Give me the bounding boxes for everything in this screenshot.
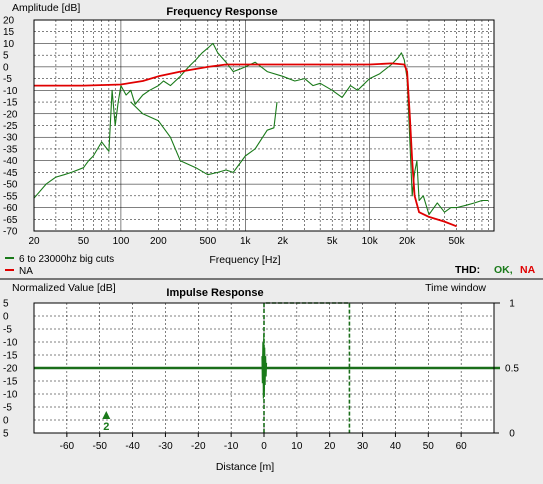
ir-left-tick-label: -5 [3,403,12,414]
thd-na: NA [520,264,536,276]
ir-left-tick-label: 0 [3,312,9,323]
ir-right-axis-label: Time window [425,282,486,294]
ir-x-tick-label: -10 [224,441,239,452]
ir-right-tick-label: 1 [509,299,515,310]
fr-y-tick-label: 20 [3,16,15,27]
fr-xlabel: Frequency [Hz] [209,254,280,266]
fr-x-tick-label: 100 [113,236,130,247]
ir-x-tick-label: 60 [456,441,468,452]
fr-x-tick-label: 20k [399,236,416,247]
ir-x-tick-label: 20 [324,441,336,452]
fr-y-tick-label: -25 [3,121,18,132]
ir-impulse-spike [261,333,268,399]
ir-xlabel: Distance [m] [216,461,274,473]
ir-title: Impulse Response [166,287,263,299]
fr-y-tick-labels: 20151050-5-10-15-20-25-30-35-40-45-50-55… [3,16,18,238]
fr-x-tick-label: 200 [150,236,167,247]
ir-left-tick-labels: 5 0 -5 -10 -15 -20 -15 -10 -5 0 5 [3,299,18,440]
ir-x-tick-label: 30 [357,441,369,452]
ir-left-tick-label: -10 [3,338,18,349]
ir-left-tick-label: -20 [3,364,18,375]
fr-y-tick-label: -55 [3,191,18,202]
ir-x-tick-label: 10 [291,441,303,452]
ir-x-tick-label: -60 [60,441,75,452]
ir-marker-label: 2 [103,421,109,433]
legend-label-series-1: 6 to 23000hz big cuts [19,254,114,265]
fr-x-tick-labels: 20 50 100 200 500 1k 2k 5k 10k 20k 50k [28,236,465,247]
ir-left-tick-label: 5 [3,299,9,310]
fr-y-tick-label: -15 [3,98,18,109]
fr-y-tick-label: -10 [3,86,18,97]
fr-series-line-na [34,62,457,228]
fr-y-tick-label: -30 [3,133,18,144]
fr-x-tick-label: 20 [28,236,40,247]
fr-x-tick-label: 50k [449,236,466,247]
fr-x-tick-label: 1k [240,236,252,247]
fr-x-tick-label: 500 [200,236,217,247]
thd-readout: THD: OK, NA [455,264,536,276]
impulse-response-chart: Normalized Value [dB] Impulse Response T… [3,282,519,473]
fr-y-tick-label: -45 [3,168,18,179]
ir-left-tick-label: -5 [3,325,12,336]
ir-left-tick-label: 0 [3,416,9,427]
fr-series-group [33,42,489,228]
fr-y-tick-label: -50 [3,180,18,191]
fr-x-tick-label: 5k [327,236,339,247]
fr-y-tick-label: -70 [3,227,18,238]
ir-left-tick-label: -10 [3,390,18,401]
ir-x-tick-label: -30 [158,441,173,452]
fr-ylabel: Amplitude [dB] [12,2,80,14]
ir-ylabel: Normalized Value [dB] [12,282,116,294]
ir-x-tick-label: 0 [261,441,267,452]
fr-y-tick-label: -60 [3,203,18,214]
ir-left-tick-label: -15 [3,377,18,388]
ir-left-tick-label: -15 [3,351,18,362]
fr-y-tick-label: -5 [3,74,12,85]
thd-ok: OK, [494,264,513,276]
ir-x-tick-label: -40 [125,441,140,452]
fr-y-tick-label: -20 [3,109,18,120]
fr-y-tick-label: 5 [3,51,9,62]
fr-x-tick-label: 10k [362,236,379,247]
ir-x-tick-label: -20 [191,441,206,452]
fr-title: Frequency Response [166,6,277,18]
ir-left-tick-label: 5 [3,429,9,440]
ir-x-tick-labels: -60 -50 -40 -30 -20 -10 0 10 20 30 40 50 60 [60,433,468,452]
ir-x-tick-label: 50 [423,441,435,452]
fr-y-tick-label: -65 [3,215,18,226]
fr-x-tick-label: 50 [78,236,90,247]
ir-x-tick-label: -50 [92,441,107,452]
fr-y-tick-label: 15 [3,27,15,38]
legend-label-series-2: NA [19,266,33,277]
fr-y-tick-label: 10 [3,39,15,50]
ir-plot-border [33,302,495,434]
ir-right-tick-label: 0.5 [505,364,519,375]
ir-right-tick-label: 0 [509,429,515,440]
ir-x-tick-label: 40 [390,441,402,452]
fr-legend: 6 to 23000hz big cuts NA [5,254,114,277]
frequency-response-chart: Amplitude [dB] Frequency Response 201510… [3,2,536,277]
fr-y-tick-label: -40 [3,156,18,167]
fr-y-tick-label: 0 [3,62,9,73]
fr-plot-border [33,19,495,232]
fr-y-tick-label: -35 [3,144,18,155]
thd-label: THD: [455,264,480,276]
ir-marker-triangle [102,411,111,419]
fr-series-line-green [130,101,278,176]
fr-x-tick-label: 2k [277,236,289,247]
